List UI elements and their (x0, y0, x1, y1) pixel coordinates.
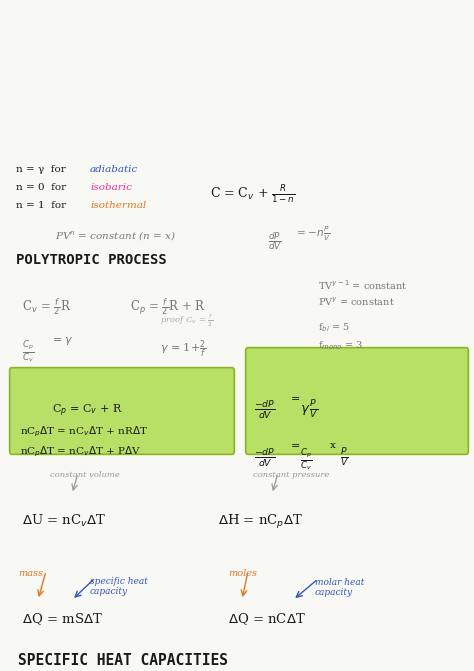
Text: $\Delta$U = nC$_v$$\Delta$T: $\Delta$U = nC$_v$$\Delta$T (22, 513, 106, 529)
Text: $\frac{P}{V}$: $\frac{P}{V}$ (340, 447, 349, 469)
Text: f$_{mono}$ = 3: f$_{mono}$ = 3 (318, 339, 363, 352)
Text: nC$_p$$\Delta$T = nC$_v$$\Delta$T + nR$\Delta$T: nC$_p$$\Delta$T = nC$_v$$\Delta$T + nR$\… (20, 425, 148, 440)
Text: $\gamma\,\frac{P}{V}$: $\gamma\,\frac{P}{V}$ (300, 399, 319, 421)
Text: molar heat
capacity: molar heat capacity (315, 578, 365, 597)
Text: constant volume: constant volume (50, 471, 120, 479)
Text: x: x (330, 441, 336, 450)
Text: PV$^n$ = constant (n = x): PV$^n$ = constant (n = x) (55, 230, 176, 244)
Text: C$_p$ = C$_v$ + R: C$_p$ = C$_v$ + R (52, 403, 123, 419)
Text: $\Delta$Q = mS$\Delta$T: $\Delta$Q = mS$\Delta$T (22, 611, 103, 627)
Text: POLYTROPIC PROCESS: POLYTROPIC PROCESS (16, 253, 167, 267)
FancyBboxPatch shape (9, 368, 234, 454)
FancyBboxPatch shape (246, 348, 468, 454)
Text: nC$_p$$\Delta$T = nC$_v$$\Delta$T + P$\Delta$V: nC$_p$$\Delta$T = nC$_v$$\Delta$T + P$\D… (20, 445, 141, 460)
Text: f$_{bi}$ = 5: f$_{bi}$ = 5 (318, 321, 350, 333)
Text: TV$^{\gamma-1}$ = constant: TV$^{\gamma-1}$ = constant (318, 278, 408, 292)
Text: adiabatic: adiabatic (90, 165, 138, 174)
Text: C = C$_v$ + $\frac{R}{1-n}$: C = C$_v$ + $\frac{R}{1-n}$ (210, 183, 295, 205)
Text: proof C$_v$ = $\frac{f}{2}$: proof C$_v$ = $\frac{f}{2}$ (160, 313, 214, 329)
Text: n = γ  for: n = γ for (16, 165, 66, 174)
Text: $\Delta$Q = nC$\Delta$T: $\Delta$Q = nC$\Delta$T (228, 611, 306, 627)
Text: mass: mass (18, 569, 43, 578)
Text: $\gamma$ = 1+$\frac{2}{f}$: $\gamma$ = 1+$\frac{2}{f}$ (160, 339, 206, 360)
Text: $\frac{-dP}{dV}$: $\frac{-dP}{dV}$ (254, 447, 275, 469)
Text: PV$^\gamma$ = constant: PV$^\gamma$ = constant (318, 296, 395, 309)
Text: n = 0  for: n = 0 for (16, 183, 66, 192)
Text: specific heat
capacity: specific heat capacity (90, 577, 148, 597)
Text: $\frac{C_p}{C_v}$: $\frac{C_p}{C_v}$ (22, 339, 34, 365)
Text: moles: moles (228, 569, 257, 578)
Text: $\frac{C_p}{C_v}$: $\frac{C_p}{C_v}$ (300, 447, 312, 473)
Text: = $\gamma$: = $\gamma$ (52, 335, 74, 347)
Text: $\Delta$H = nC$_p$$\Delta$T: $\Delta$H = nC$_p$$\Delta$T (218, 513, 303, 531)
Text: = $-n\frac{P}{V}$: = $-n\frac{P}{V}$ (296, 225, 331, 244)
Text: $\frac{dP}{dV}$: $\frac{dP}{dV}$ (268, 230, 282, 252)
Text: C$_p$ = $\frac{f}{2}$R + R: C$_p$ = $\frac{f}{2}$R + R (130, 296, 206, 317)
Text: isobaric: isobaric (90, 183, 132, 192)
Text: SPECIFIC HEAT CAPACITIES: SPECIFIC HEAT CAPACITIES (18, 653, 228, 668)
Text: =: = (291, 394, 301, 404)
Text: C$_v$ = $\frac{f}{2}$R: C$_v$ = $\frac{f}{2}$R (22, 296, 72, 317)
Text: =: = (291, 441, 301, 451)
Text: n = 1  for: n = 1 for (16, 201, 66, 210)
Text: isothermal: isothermal (90, 201, 146, 210)
Text: constant pressure: constant pressure (253, 471, 329, 479)
Text: $\frac{-dP}{dV}$: $\frac{-dP}{dV}$ (254, 399, 275, 421)
